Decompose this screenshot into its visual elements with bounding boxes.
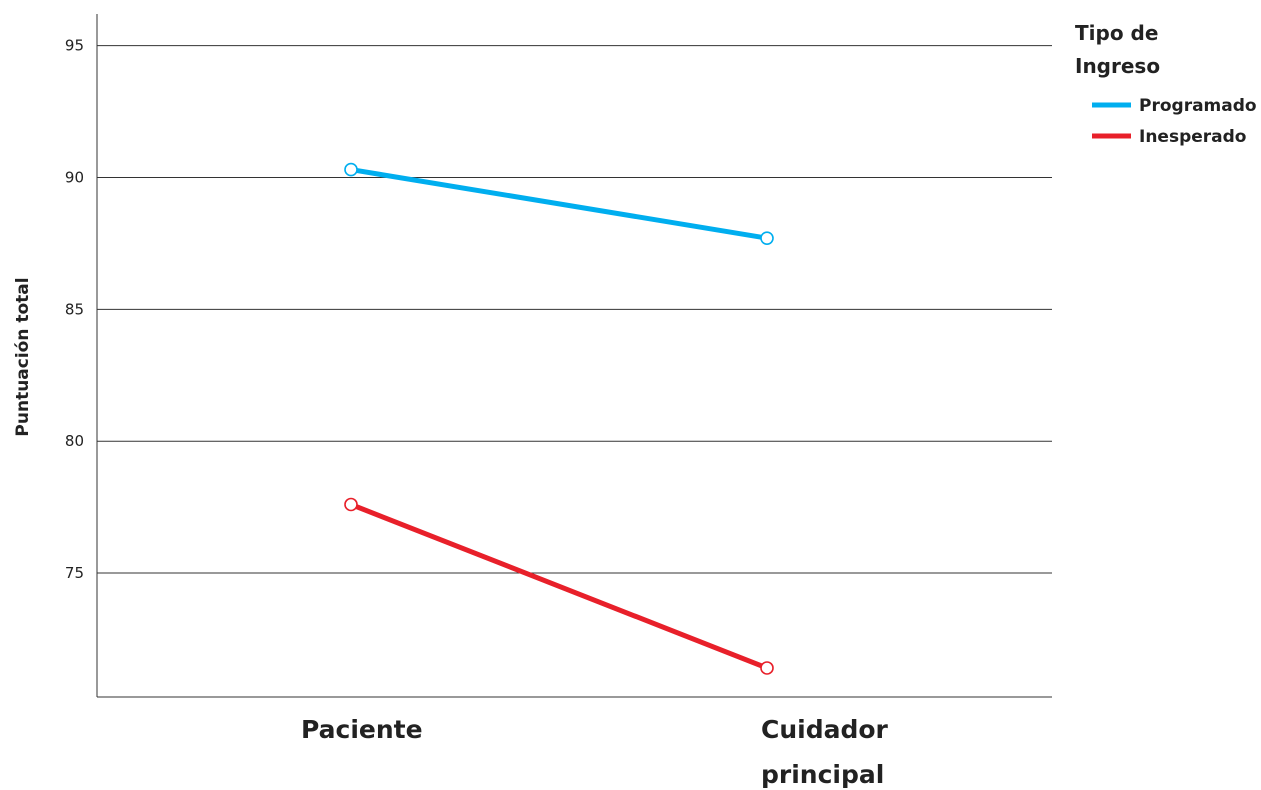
tick-labels: 75 80 85 90 95 — [65, 37, 84, 582]
legend-label-inesperado: Inesperado — [1139, 127, 1246, 147]
legend: Tipo de Ingreso Programado Inesperado — [1075, 21, 1257, 147]
y-axis-title: Puntuación total — [13, 277, 33, 436]
y-tick-label: 75 — [65, 564, 84, 582]
data-point-inesperado-0 — [344, 497, 358, 512]
data-point-inesperado-1 — [760, 661, 774, 675]
y-tick-label: 85 — [65, 300, 84, 318]
axes — [96, 14, 1052, 698]
series-line-inesperado — [350, 502, 768, 671]
y-tick-label: 95 — [65, 37, 84, 55]
y-tick-label: 80 — [65, 432, 84, 450]
series-line-programado — [350, 167, 768, 241]
y-tick-label: 90 — [65, 168, 84, 186]
legend-label-programado: Programado — [1139, 96, 1257, 116]
data-point-programado-0 — [344, 162, 358, 177]
x-category-label: Cuidador principal — [761, 715, 889, 789]
legend-title: Tipo de Ingreso — [1075, 21, 1160, 78]
x-category-label: Paciente — [301, 715, 423, 744]
data-point-programado-1 — [760, 231, 774, 245]
category-labels: Paciente Cuidador principal — [301, 715, 889, 789]
series-lines — [344, 162, 774, 675]
gridlines — [97, 45, 1052, 574]
